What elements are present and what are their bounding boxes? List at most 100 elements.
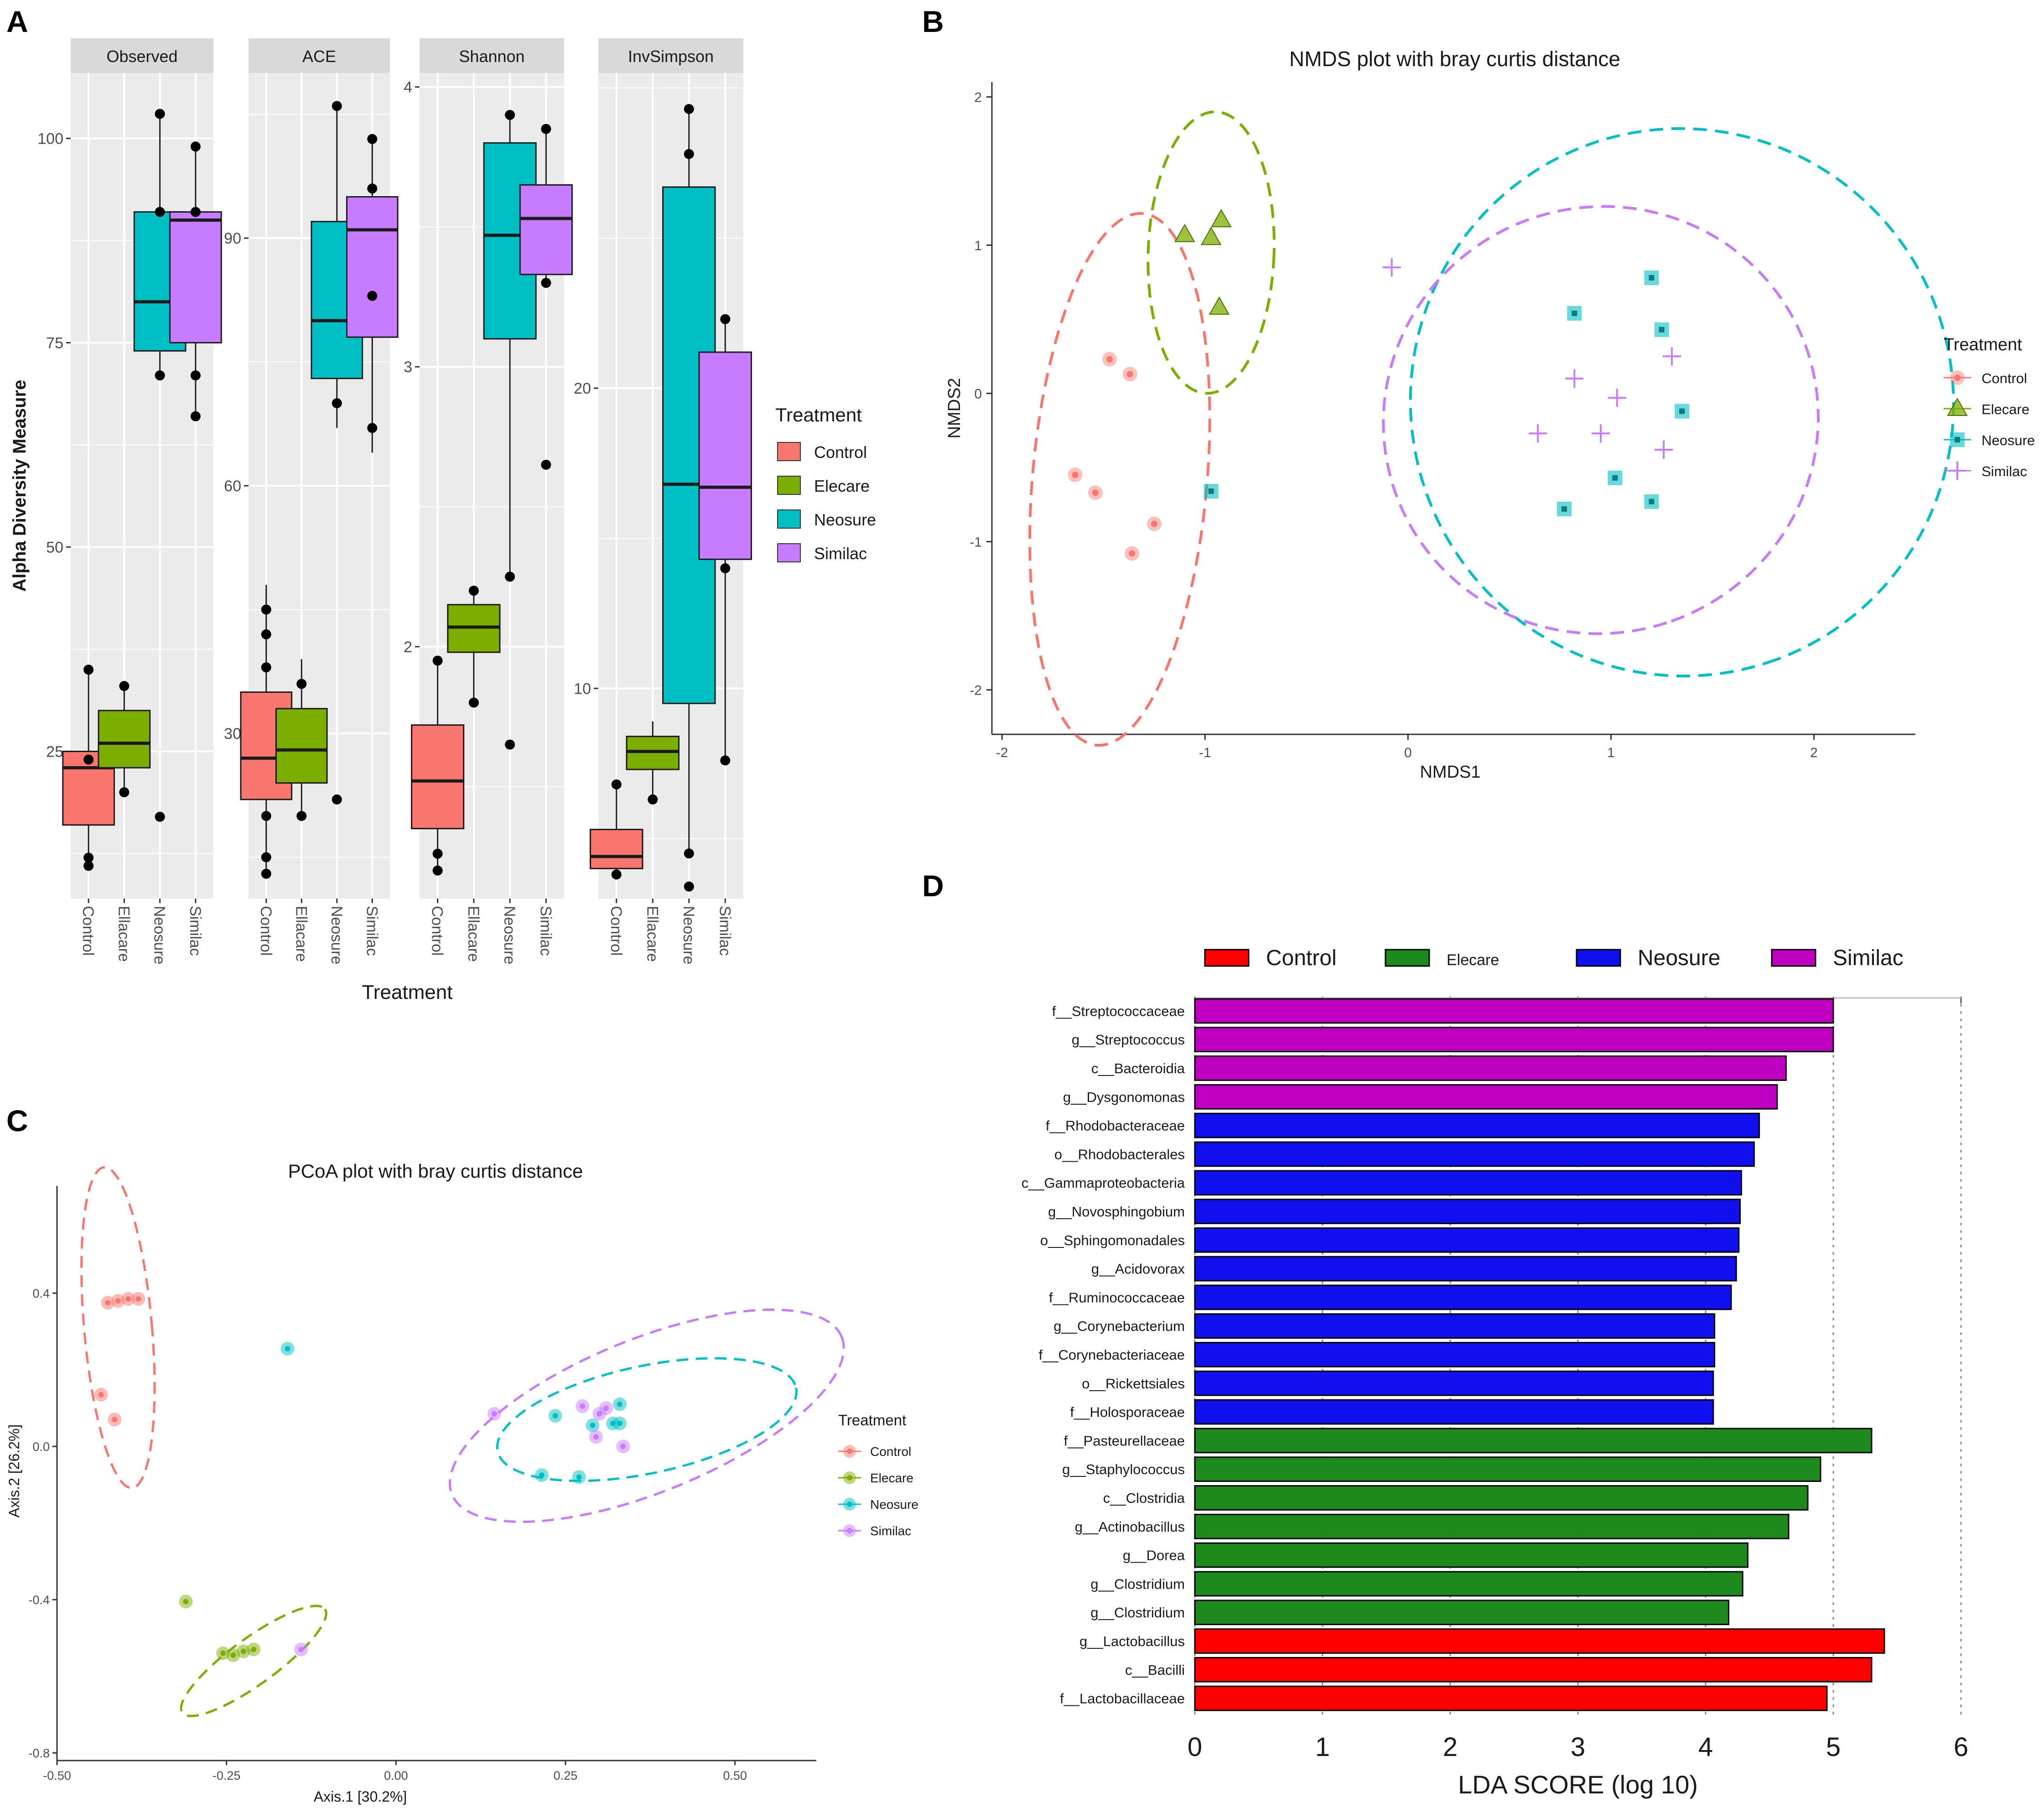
bar-c-bacilli — [1194, 1657, 1873, 1683]
panel-d-lda: 0 1 2 3 4 5 6 f__Streptococcaceae g__Streptococc… — [1022, 946, 1969, 1799]
facet-title: Observed — [106, 47, 177, 66]
data-point — [83, 665, 94, 675]
x-tick-label: Neosure — [680, 906, 697, 965]
ellipse-control — [80, 1166, 156, 1489]
bar-g-clostridium — [1194, 1600, 1729, 1626]
y-axis-title: Alpha Diversity Measure — [10, 380, 30, 592]
data-point — [648, 794, 658, 805]
point-neosure — [1562, 506, 1567, 512]
point-neosure — [539, 1472, 545, 1478]
point-neosure — [1679, 408, 1685, 414]
series-elecare — [1174, 209, 1232, 315]
facet-invsimpson: InvSimpson 10 20 Control Ellacare Neosure Simi… — [574, 38, 752, 965]
legend-title: Treatment — [775, 404, 862, 426]
facet-shannon: Shannon 2 3 4 Control Ellacare Neosure Similac — [404, 38, 573, 965]
legend-label-similac: Similac — [1833, 946, 1904, 970]
y-tick-label: 75 — [46, 334, 63, 352]
x-tick-label: Similac — [537, 906, 554, 956]
bar-label: c__Bacilli — [1125, 1662, 1185, 1678]
panel-c-pcoa: PCoA plot with bray curtis distance -0.50… — [6, 1160, 918, 1805]
facet-ace: ACE 30 60 90 Control Ellacare Neosure Similac — [224, 38, 399, 965]
x-tick-label: Neosure — [151, 906, 168, 965]
bar-g-novosphingobium — [1194, 1199, 1741, 1224]
ellipse-similac — [448, 1308, 845, 1523]
bar-label: c__Gammaproteobacteria — [1022, 1175, 1185, 1191]
panel-b-nmds: NMDS plot with bray curtis distance -2 -1 0… — [945, 47, 2035, 782]
point-neosure — [285, 1346, 291, 1351]
point-neosure — [590, 1423, 596, 1428]
legend-swatch-elecare — [777, 476, 801, 495]
bar-f-pasteurellaceae — [1194, 1428, 1873, 1454]
point-control — [112, 1417, 118, 1423]
facet-title: ACE — [302, 47, 336, 66]
x-tick-label: 0.25 — [554, 1769, 578, 1782]
legend-marker-elecare — [847, 1475, 852, 1481]
box-iqr — [411, 724, 465, 830]
x-tick-label: Ellacare — [115, 906, 132, 962]
series-control — [94, 1292, 145, 1427]
box-similac — [698, 314, 752, 766]
point-similac — [298, 1647, 304, 1652]
facet-strip — [420, 38, 564, 73]
x-tick-label: 0 — [1188, 1732, 1202, 1762]
x-tick-label: Ellacare — [465, 906, 482, 962]
facet-title: Shannon — [459, 47, 524, 66]
box-similac — [519, 124, 573, 470]
data-point — [296, 679, 307, 689]
point-neosure — [617, 1401, 623, 1407]
data-point — [505, 571, 515, 582]
bar-label: f__Streptococcaceae — [1052, 1003, 1185, 1019]
bar-f-corynebacteriaceae — [1194, 1342, 1716, 1367]
facet-strip — [249, 38, 390, 73]
data-point — [119, 681, 130, 691]
bar-label: g__Dorea — [1123, 1548, 1185, 1564]
bar-f-ruminococcaceae — [1194, 1284, 1732, 1310]
bar-g-actinobacillus — [1194, 1513, 1790, 1539]
legend-title: Treatment — [1944, 335, 2022, 354]
point-control — [1092, 489, 1099, 496]
series-neosure — [280, 1342, 627, 1484]
point-control — [115, 1298, 121, 1304]
legend-swatch-elecare — [1385, 949, 1430, 967]
y-tick-label: 100 — [37, 130, 63, 147]
bar-g-dysgonomonas — [1194, 1084, 1778, 1110]
box-control — [62, 665, 115, 871]
point-similac — [597, 1411, 602, 1417]
y-tick-label: 60 — [224, 478, 241, 495]
data-point — [155, 109, 165, 119]
ellipse-elecare — [1147, 110, 1276, 395]
legend-marker-control — [847, 1449, 852, 1454]
data-point — [261, 852, 271, 862]
bar-label: c__Bacteroidia — [1091, 1060, 1185, 1076]
point-elecare — [1174, 223, 1195, 242]
bar-o-sphingomonadales — [1194, 1227, 1740, 1253]
legend-swatch-neosure — [777, 509, 801, 529]
point-similac — [603, 1405, 609, 1411]
box-control — [590, 779, 643, 880]
bar-c-gammaproteobacteria — [1194, 1170, 1742, 1196]
point-control — [1129, 550, 1136, 557]
point-neosure — [552, 1413, 558, 1418]
box-iqr — [346, 196, 399, 338]
point-neosure — [1649, 275, 1655, 281]
point-similac — [1662, 347, 1681, 366]
legend-label-neosure: Neosure — [1982, 432, 2035, 448]
data-point — [296, 811, 307, 821]
point-control — [98, 1392, 104, 1398]
point-similac — [1655, 441, 1673, 459]
facet-strip — [598, 38, 743, 73]
x-tick-label: 1 — [1315, 1732, 1330, 1762]
x-tick-label: Ellacare — [292, 906, 310, 962]
ellipse-control — [1028, 212, 1211, 747]
x-axis-title: LDA SCORE (log 10) — [1458, 1770, 1698, 1799]
legend-label-elecare: Elecare — [1982, 401, 2029, 417]
bar-o-rhodobacterales — [1194, 1141, 1755, 1167]
data-point — [367, 183, 378, 194]
legend-marker-elecare — [1947, 397, 1968, 416]
box-iqr — [519, 184, 573, 275]
series-control — [1068, 352, 1162, 561]
box-elecare — [275, 659, 328, 821]
point-elecare — [251, 1647, 257, 1652]
point-control — [125, 1296, 131, 1302]
